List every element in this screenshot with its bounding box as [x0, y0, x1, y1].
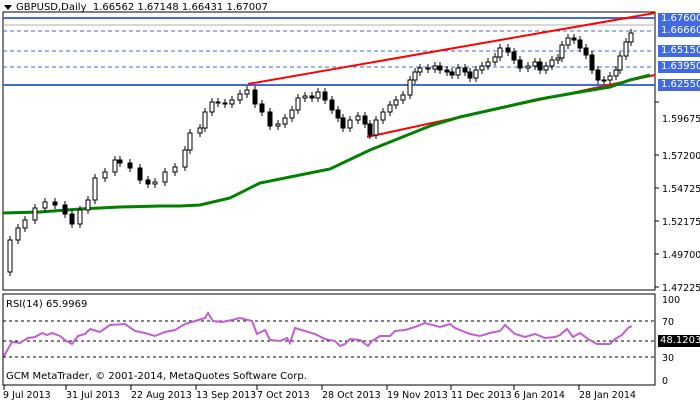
price-axis: 1.59675 1.57200 1.54725 1.52175 1.49700 … [655, 101, 700, 294]
rsi-axis: 100 70 30 0 [662, 295, 680, 387]
y-tick-label: 1.54725 [662, 184, 700, 195]
price-label-5: 1.62550 [658, 79, 700, 91]
x-tick-label: 28 Oct 2013 [322, 390, 381, 401]
rsi-tick-label: 0 [662, 376, 668, 387]
moving-average-line [2, 73, 651, 215]
rsi-line [3, 311, 633, 357]
x-tick-label: 31 Jul 2013 [66, 390, 120, 401]
horizontal-levels [3, 17, 655, 86]
y-tick-label: 1.47225 [662, 283, 700, 294]
y-tick-label: 1.59675 [662, 114, 700, 125]
rsi-tick-label: 70 [662, 317, 674, 328]
x-tick-label: 11 Dec 2013 [451, 390, 512, 401]
y-tick-label: 1.49700 [662, 250, 700, 261]
y-tick-label: 1.57200 [662, 151, 700, 162]
date-axis: 9 Jul 2013 31 Jul 2013 22 Aug 2013 13 Se… [3, 385, 636, 401]
rsi-tick-label: 100 [662, 295, 680, 306]
x-tick-label: 6 Jan 2014 [514, 390, 565, 401]
candlesticks [7, 29, 634, 276]
symbol-timeframe: GBPUSD,Daily [16, 2, 87, 13]
x-tick-label: 28 Jan 2014 [579, 390, 636, 401]
x-tick-label: 7 Oct 2013 [257, 390, 310, 401]
rsi-levels [3, 320, 655, 358]
x-tick-label: 19 Nov 2013 [387, 390, 448, 401]
x-tick-label: 13 Sep 2013 [196, 390, 256, 401]
rsi-tick-label: 30 [662, 353, 674, 364]
dropdown-triangle-icon[interactable] [4, 4, 12, 10]
x-tick-label: 9 Jul 2013 [3, 390, 51, 401]
price-label-2: 1.66660 [658, 25, 700, 37]
price-label-3: 1.65150 [658, 45, 700, 57]
y-tick-label: 1.52175 [662, 217, 700, 228]
price-label-1: 1.67600 [658, 13, 700, 25]
price-label-4: 1.63950 [658, 61, 700, 73]
rsi-title: RSI(14) 65.9969 [6, 299, 88, 310]
rsi-value-label: 48.12030 [658, 335, 700, 347]
x-tick-label: 22 Aug 2013 [131, 390, 192, 401]
chart-header[interactable]: GBPUSD,Daily 1.66562 1.67148 1.66431 1.6… [4, 2, 268, 13]
ohlc-values: 1.66562 1.67148 1.66431 1.67007 [92, 2, 268, 13]
price-panel [2, 11, 656, 291]
copyright-text: GCM MetaTrader, © 2001-2014, MetaQuotes … [6, 371, 307, 382]
